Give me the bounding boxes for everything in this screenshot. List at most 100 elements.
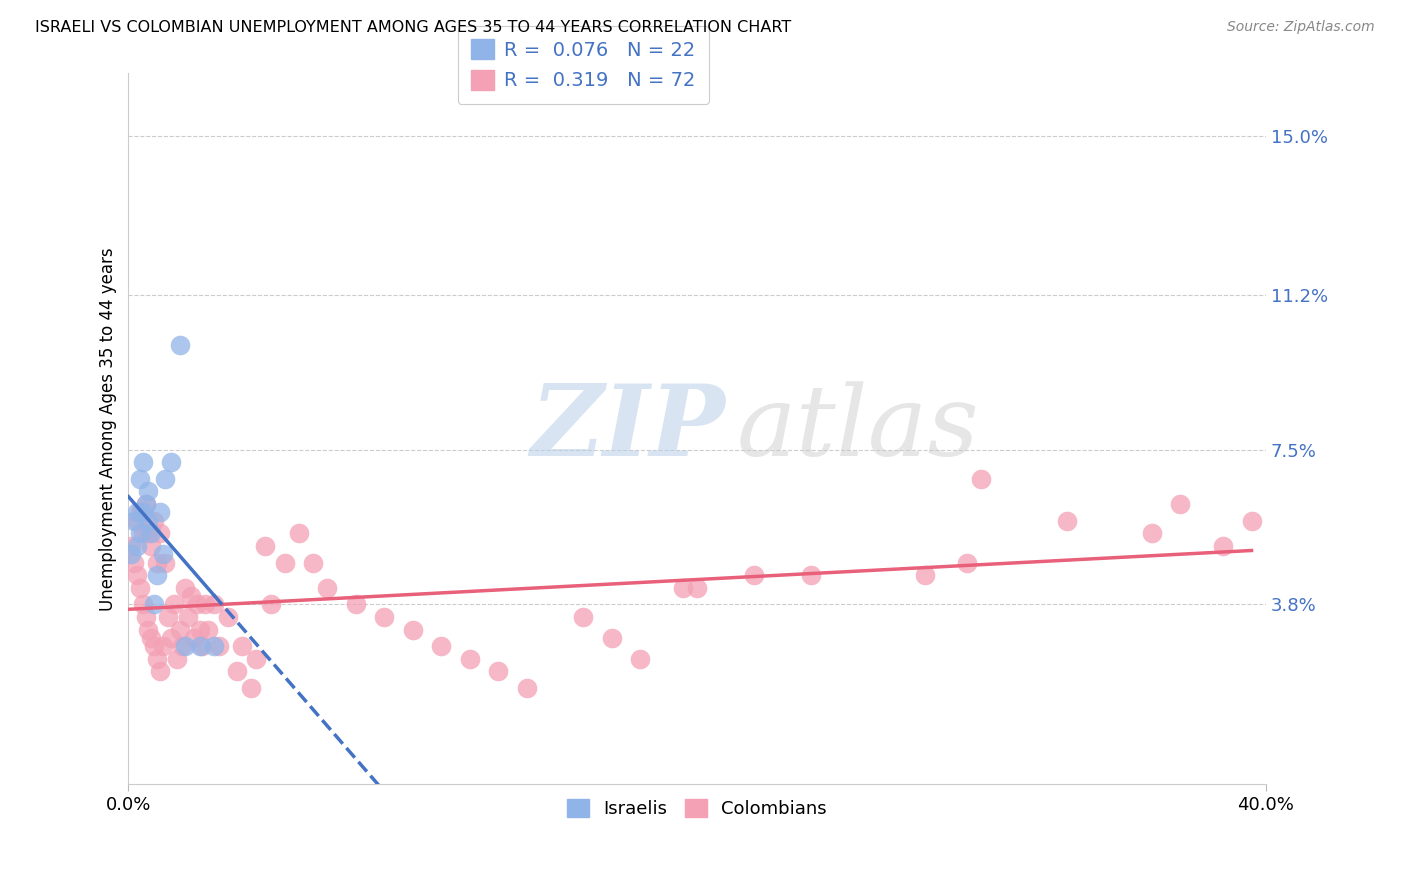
Point xyxy=(1170,497,1192,511)
Point xyxy=(143,640,166,654)
Point xyxy=(135,610,157,624)
Point xyxy=(138,484,160,499)
Point xyxy=(157,610,180,624)
Point xyxy=(800,568,823,582)
Point xyxy=(131,505,153,519)
Point xyxy=(194,598,217,612)
Point xyxy=(600,631,623,645)
Point xyxy=(138,514,160,528)
Point xyxy=(141,631,163,645)
Point xyxy=(217,610,239,624)
Point xyxy=(188,623,211,637)
Point xyxy=(191,640,214,654)
Point xyxy=(208,640,231,654)
Point xyxy=(138,623,160,637)
Point xyxy=(177,610,200,624)
Point xyxy=(149,665,172,679)
Point xyxy=(146,568,169,582)
Point xyxy=(169,338,191,352)
Point xyxy=(143,514,166,528)
Point xyxy=(572,610,595,624)
Point xyxy=(486,665,509,679)
Point xyxy=(686,581,709,595)
Point xyxy=(149,505,172,519)
Point xyxy=(131,455,153,469)
Point xyxy=(174,581,197,595)
Point xyxy=(125,539,148,553)
Text: ISRAELI VS COLOMBIAN UNEMPLOYMENT AMONG AGES 35 TO 44 YEARS CORRELATION CHART: ISRAELI VS COLOMBIAN UNEMPLOYMENT AMONG … xyxy=(35,20,792,35)
Point xyxy=(166,652,188,666)
Point xyxy=(1240,514,1263,528)
Point xyxy=(302,556,325,570)
Point xyxy=(742,568,765,582)
Point xyxy=(135,497,157,511)
Point xyxy=(160,631,183,645)
Point xyxy=(430,640,453,654)
Text: ZIP: ZIP xyxy=(530,381,725,477)
Point xyxy=(128,505,150,519)
Point xyxy=(1056,514,1078,528)
Point xyxy=(672,581,695,595)
Point xyxy=(143,598,166,612)
Point xyxy=(288,526,311,541)
Point xyxy=(458,652,481,666)
Point xyxy=(120,547,142,561)
Point xyxy=(344,598,367,612)
Point xyxy=(125,505,148,519)
Point xyxy=(138,526,160,541)
Point xyxy=(163,598,186,612)
Point xyxy=(231,640,253,654)
Point xyxy=(239,681,262,695)
Point xyxy=(202,598,225,612)
Point xyxy=(956,556,979,570)
Point xyxy=(197,623,219,637)
Point xyxy=(120,539,142,553)
Point xyxy=(149,526,172,541)
Point xyxy=(174,640,197,654)
Point xyxy=(152,640,174,654)
Point xyxy=(155,556,177,570)
Point xyxy=(131,526,153,541)
Point xyxy=(628,652,651,666)
Text: Source: ZipAtlas.com: Source: ZipAtlas.com xyxy=(1227,20,1375,34)
Point xyxy=(274,556,297,570)
Legend: Israelis, Colombians: Israelis, Colombians xyxy=(560,791,834,825)
Point xyxy=(155,472,177,486)
Point xyxy=(186,598,208,612)
Point xyxy=(373,610,395,624)
Point xyxy=(131,598,153,612)
Point xyxy=(202,640,225,654)
Point xyxy=(125,514,148,528)
Point xyxy=(402,623,425,637)
Point xyxy=(914,568,936,582)
Point xyxy=(172,640,194,654)
Y-axis label: Unemployment Among Ages 35 to 44 years: Unemployment Among Ages 35 to 44 years xyxy=(100,247,117,610)
Point xyxy=(225,665,247,679)
Point xyxy=(253,539,276,553)
Point xyxy=(128,581,150,595)
Point xyxy=(169,623,191,637)
Point xyxy=(188,640,211,654)
Point xyxy=(180,589,202,603)
Point xyxy=(128,472,150,486)
Text: atlas: atlas xyxy=(737,381,980,476)
Point xyxy=(122,514,145,528)
Point xyxy=(128,526,150,541)
Point xyxy=(146,556,169,570)
Point xyxy=(146,652,169,666)
Point xyxy=(125,568,148,582)
Point xyxy=(515,681,537,695)
Point xyxy=(141,539,163,553)
Point xyxy=(970,472,993,486)
Point xyxy=(122,556,145,570)
Point xyxy=(1212,539,1234,553)
Point xyxy=(152,547,174,561)
Point xyxy=(135,497,157,511)
Point xyxy=(183,631,205,645)
Point xyxy=(245,652,267,666)
Point xyxy=(316,581,339,595)
Point xyxy=(141,526,163,541)
Point xyxy=(259,598,281,612)
Point xyxy=(1140,526,1163,541)
Point xyxy=(160,455,183,469)
